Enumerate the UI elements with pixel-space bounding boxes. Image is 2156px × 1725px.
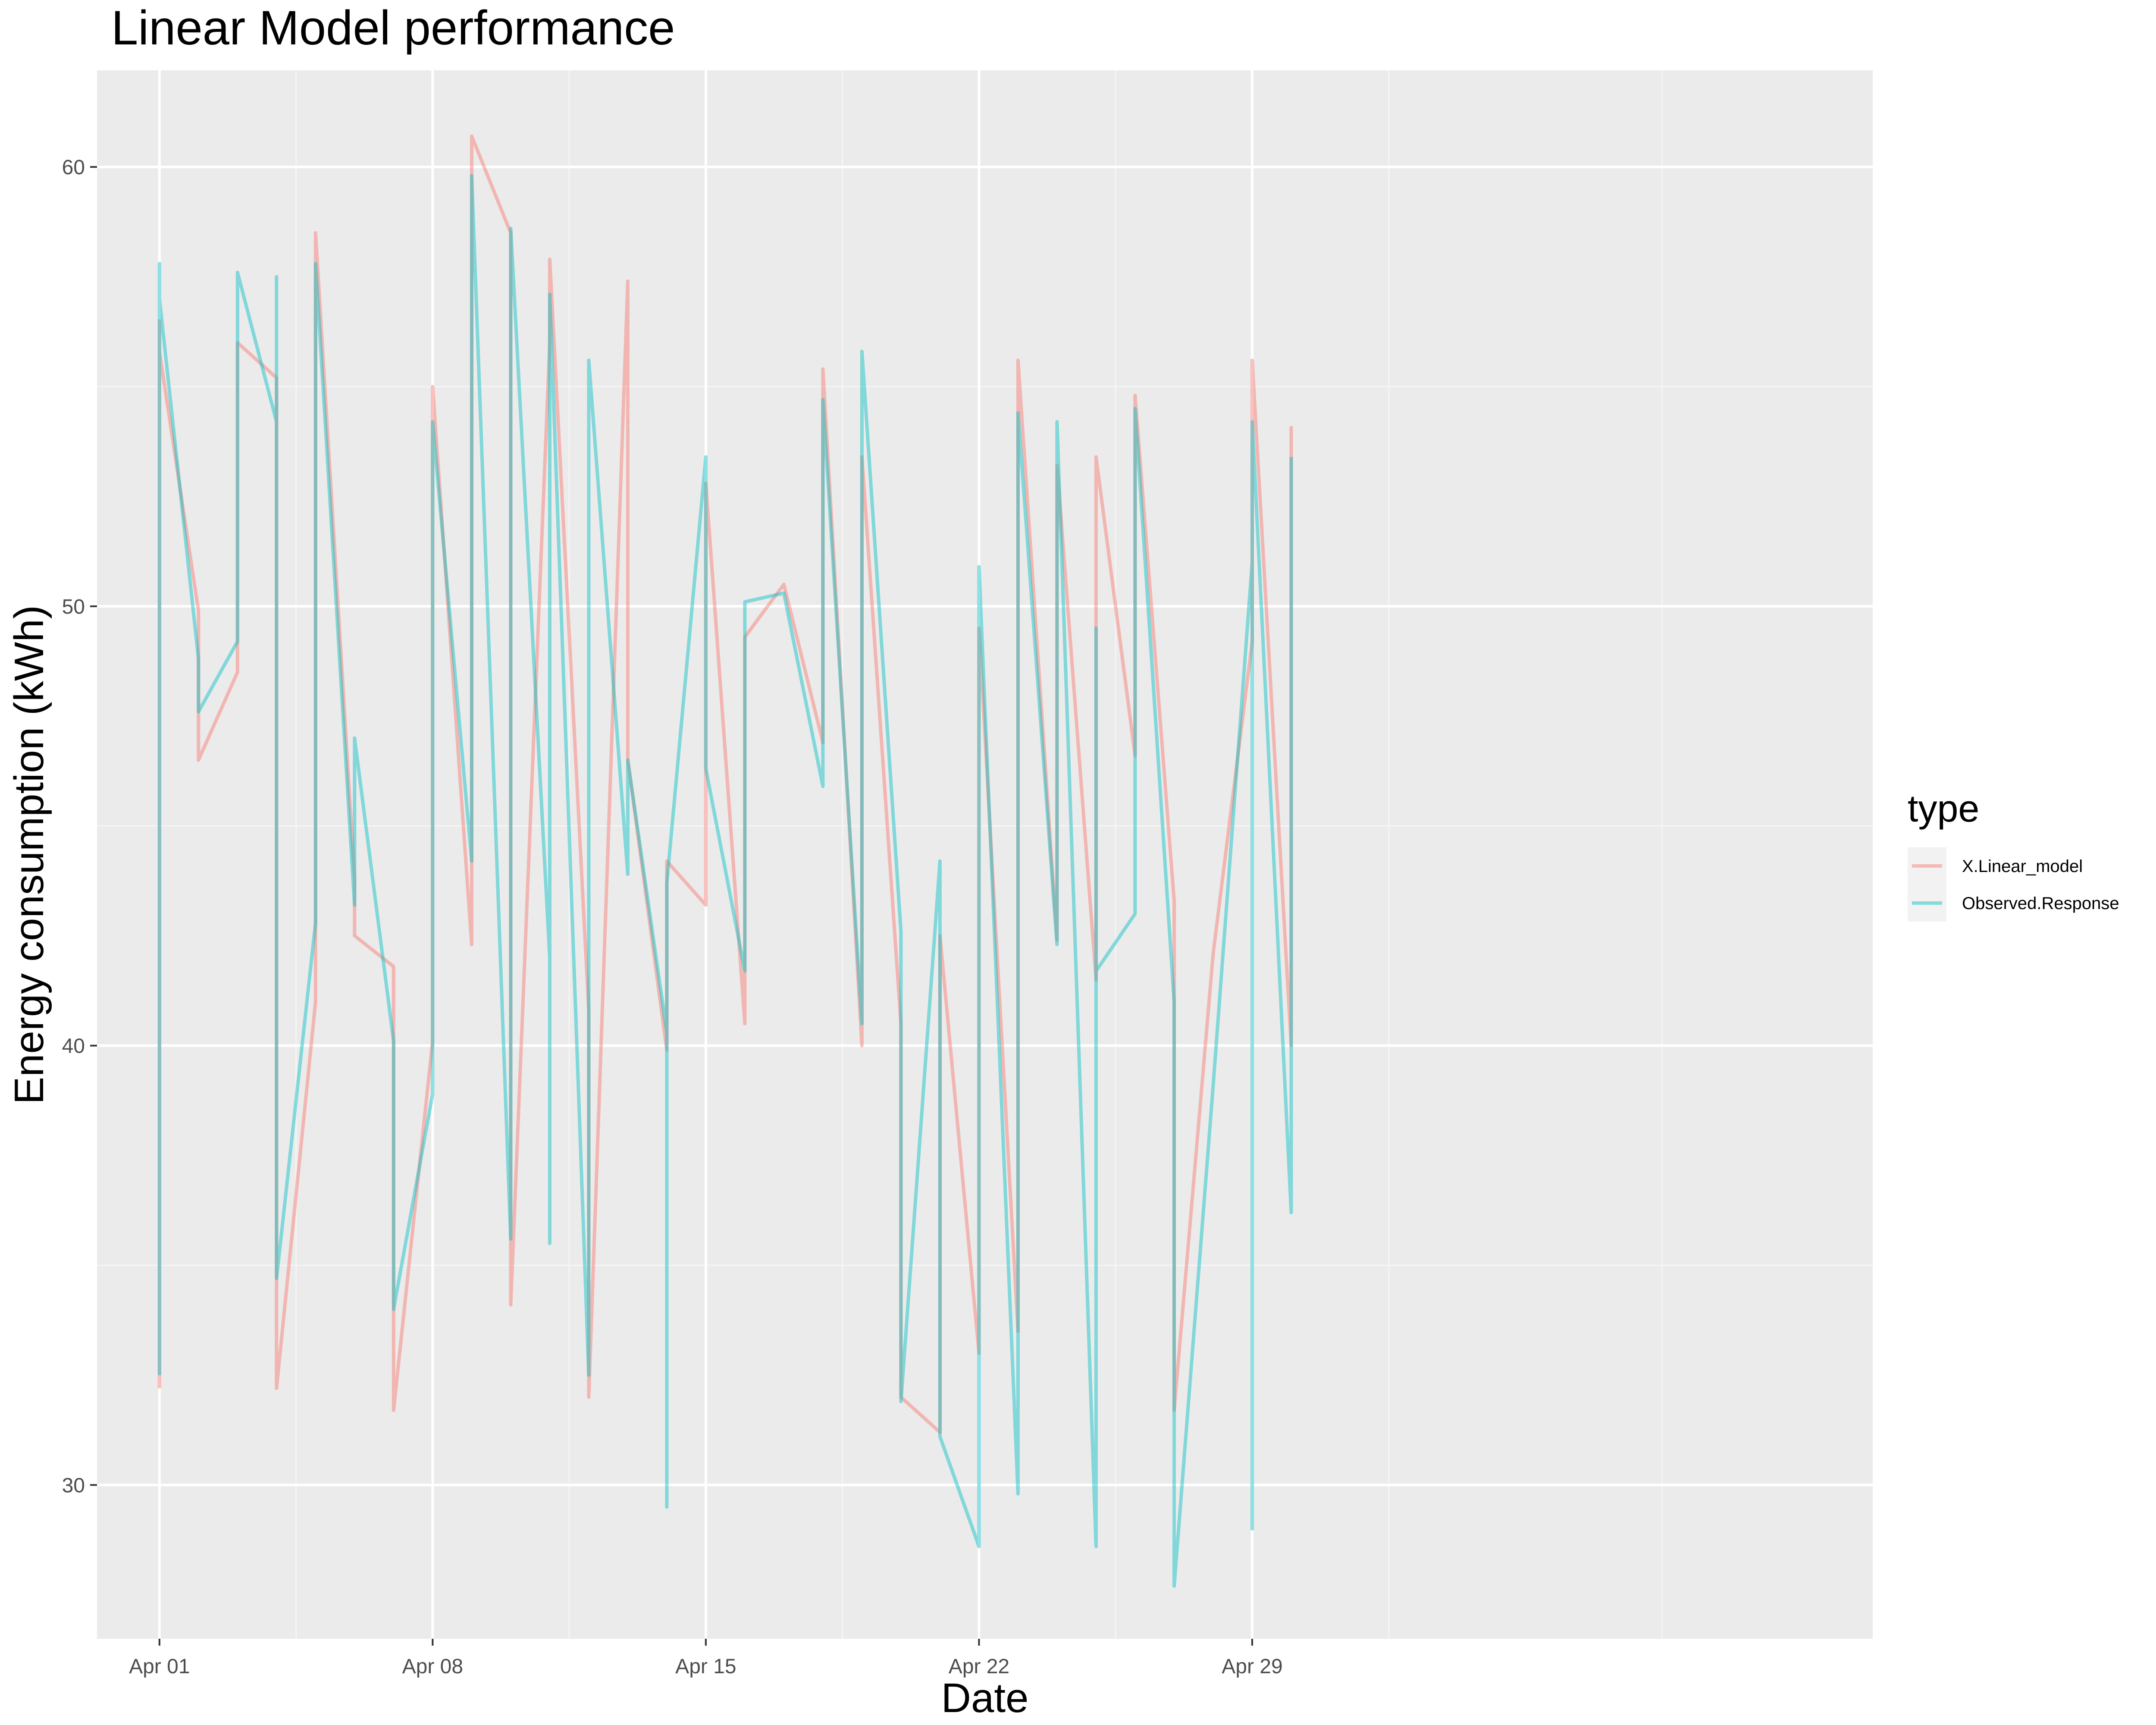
x-tick-label: Apr 08 bbox=[402, 1655, 463, 1678]
x-tick-label: Apr 15 bbox=[675, 1655, 736, 1678]
x-tick-label: Apr 22 bbox=[949, 1655, 1009, 1678]
legend-key-box bbox=[1908, 847, 1946, 884]
y-tick-label: 60 bbox=[62, 156, 85, 179]
plot-panel bbox=[97, 70, 1873, 1639]
major-gridlines bbox=[97, 70, 1873, 1639]
series-line-2 bbox=[157, 174, 1293, 1588]
x-tick-label: Apr 29 bbox=[1222, 1655, 1282, 1678]
x-axis-title: Date bbox=[941, 1675, 1029, 1721]
axis-ticks bbox=[90, 166, 1253, 1646]
y-tick-label: 50 bbox=[62, 596, 85, 618]
y-tick-labels: 30 40 50 60 bbox=[62, 156, 85, 1497]
x-tick-labels: Apr 01 Apr 08 Apr 15 Apr 22 Apr 29 bbox=[129, 1655, 1283, 1678]
y-tick-label: 30 bbox=[62, 1474, 85, 1497]
series-line-1 bbox=[157, 134, 1293, 1434]
chart-title: Linear Model performance bbox=[111, 1, 675, 55]
legend-key-box bbox=[1908, 884, 1946, 922]
legend-title: type bbox=[1908, 787, 1979, 830]
y-axis-title: Energy consumption (kWh) bbox=[6, 605, 52, 1104]
minor-gridlines bbox=[97, 70, 1873, 1639]
legend-label: X.Linear_model bbox=[1962, 857, 2083, 876]
y-tick-label: 40 bbox=[62, 1035, 85, 1058]
legend: type X.Linear_model Observed.Response bbox=[1908, 787, 2119, 922]
legend-label: Observed.Response bbox=[1962, 894, 2119, 913]
series-layer bbox=[157, 134, 1293, 1588]
x-tick-label: Apr 01 bbox=[129, 1655, 190, 1678]
